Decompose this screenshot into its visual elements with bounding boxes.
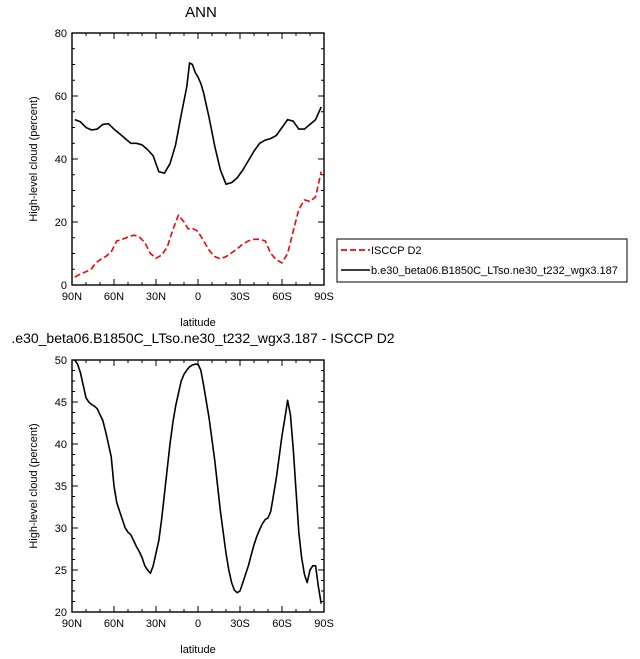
legend: ISCCP D2 b.e30_beta06.B1850C_LTso.ne30_t… <box>336 238 628 283</box>
top-y-axis-label: High-level cloud (percent) <box>28 96 40 221</box>
legend-label-isccp: ISCCP D2 <box>371 245 422 257</box>
x-tick-label: 60N <box>104 291 124 303</box>
x-tick-label: 60S <box>272 291 292 303</box>
bottom-x-axis-label: latitude <box>180 644 215 656</box>
bottom-plot-frame <box>71 359 325 613</box>
series-line-0-1 <box>74 62 322 185</box>
y-tick-label: 50 <box>55 355 67 367</box>
x-tick-label: 60N <box>104 618 124 630</box>
x-tick-label: 90S <box>314 618 334 630</box>
y-tick-label: 35 <box>55 481 67 493</box>
y-tick-label: 45 <box>55 397 67 409</box>
x-tick-label: 90N <box>62 618 82 630</box>
y-tick-label: 40 <box>55 154 67 166</box>
x-tick-label: 0 <box>195 618 201 630</box>
x-tick-label: 60S <box>272 618 292 630</box>
x-tick-label: 30S <box>230 291 250 303</box>
top-y-axis: 0 20 40 60 80 <box>55 28 324 292</box>
x-tick-label: 0 <box>195 291 201 303</box>
y-tick-label: 20 <box>55 607 67 619</box>
series-line-1-0 <box>74 359 322 604</box>
bottom-y-axis: 20 25 30 35 40 45 50 <box>55 355 324 619</box>
y-tick-label: 20 <box>55 217 67 229</box>
series-line-0-0 <box>74 171 322 278</box>
top-x-axis-label: latitude <box>180 317 215 329</box>
legend-label-model: b.e30_beta06.B1850C_LTso.ne30_t232_wgx3.… <box>371 265 618 277</box>
bottom-x-axis: 90N 60N 30N 0 30S 60S 90S <box>62 360 334 630</box>
bottom-series-lines <box>74 359 322 604</box>
legend-box <box>336 238 628 283</box>
y-tick-label: 40 <box>55 439 67 451</box>
y-tick-label: 60 <box>55 91 67 103</box>
x-tick-label: 90N <box>62 291 82 303</box>
x-tick-label: 90S <box>314 291 334 303</box>
x-tick-label: 30N <box>146 618 166 630</box>
y-tick-label: 80 <box>55 28 67 40</box>
top-plot-frame <box>71 32 325 286</box>
y-tick-label: 25 <box>55 565 67 577</box>
bottom-chart-title: .e30_beta06.B1850C_LTso.ne30_t232_wgx3.1… <box>11 330 394 346</box>
top-series-lines <box>74 62 322 278</box>
bottom-panel: .e30_beta06.B1850C_LTso.ne30_t232_wgx3.1… <box>11 330 394 656</box>
x-tick-label: 30N <box>146 291 166 303</box>
y-tick-label: 0 <box>61 280 67 292</box>
top-panel: ANN 0 20 40 60 80 90N 60N 30N 0 30S 60S 90S High-l… <box>28 4 628 329</box>
bottom-y-axis-label: High-level cloud (percent) <box>28 423 40 548</box>
top-chart-title: ANN <box>185 4 217 21</box>
y-tick-label: 30 <box>55 523 67 535</box>
top-x-axis: 90N 60N 30N 0 30S 60S 90S <box>62 33 334 303</box>
x-tick-label: 30S <box>230 618 250 630</box>
